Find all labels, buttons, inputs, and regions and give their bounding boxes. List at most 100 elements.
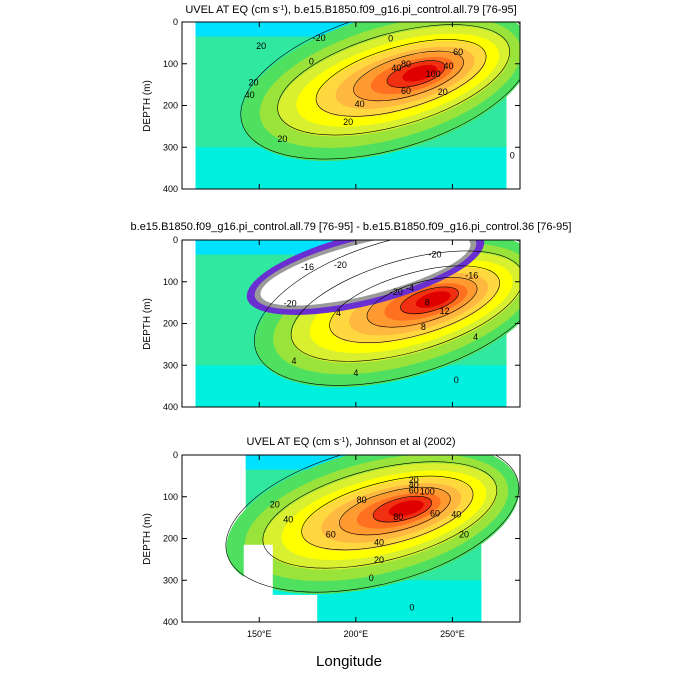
contour-label: 40 <box>283 515 293 525</box>
contour-line <box>301 475 474 551</box>
x-tick-label: 150°E <box>247 629 272 639</box>
contour-line <box>225 455 520 593</box>
contour-label: 8 <box>421 322 426 332</box>
x-tick-label: 200°E <box>344 629 369 639</box>
contour-label: 0 <box>510 151 515 161</box>
field-layer <box>415 291 451 308</box>
y-tick-label: 200 <box>163 534 178 544</box>
contour-label: 4 <box>353 368 358 378</box>
contour-lines <box>240 22 520 160</box>
y-axis-label: DEPTH (m) <box>142 513 153 565</box>
contour-field <box>226 455 520 622</box>
contour-label: 20 <box>343 117 353 127</box>
contour-label: 20 <box>277 134 287 144</box>
y-tick-label: 300 <box>163 142 178 152</box>
contour-label: 40 <box>374 538 384 548</box>
contour-label: 80 <box>357 495 367 505</box>
contour-label: -20 <box>429 250 442 260</box>
mask-region <box>243 594 318 622</box>
contour-label: -20 <box>313 33 326 43</box>
contour-line <box>277 24 510 136</box>
x-axis-ticks <box>258 240 453 407</box>
panel-title: UVEL AT EQ (cm s-1), Johnson et al (2002… <box>246 436 455 448</box>
contour-line <box>372 495 432 523</box>
y-tick-label: 400 <box>163 184 178 194</box>
x-axis-ticks <box>258 22 453 189</box>
contour-label: -4 <box>406 283 414 293</box>
x-axis-label: Longitude <box>316 653 382 670</box>
contour-label: -20 <box>284 298 297 308</box>
y-tick-label: 200 <box>163 101 178 111</box>
contour-label: 0 <box>454 375 459 385</box>
contour-line <box>339 486 451 536</box>
contour-label: 0 <box>309 57 314 67</box>
contour-label: 60 <box>430 508 440 518</box>
y-tick-label: 200 <box>163 319 178 329</box>
contour-label: 8 <box>425 298 430 308</box>
x-tick-labels: 150°E 200°E 250°E <box>247 629 465 639</box>
contour-line <box>240 22 520 160</box>
contour-line <box>386 60 446 88</box>
field-layer <box>260 240 471 306</box>
contour-label: -16 <box>465 270 478 280</box>
contour-line <box>400 286 459 315</box>
contour-label: 4 <box>292 356 297 366</box>
contour-field <box>195 22 520 189</box>
panel-model-difference: b.e15.B1850.f09_g16.pi_control.all.79 [7… <box>131 221 572 412</box>
field-layer <box>402 64 438 82</box>
contour-field <box>195 240 520 407</box>
x-tick-label: 250°E <box>440 629 465 639</box>
y-tick-label: 100 <box>163 277 178 287</box>
contour-line <box>262 461 498 569</box>
y-tick-label: 0 <box>173 235 178 245</box>
contour-label: 40 <box>245 90 255 100</box>
contour-label: 80 <box>393 512 403 522</box>
y-tick-label: 400 <box>163 617 178 627</box>
y-axis-label: DEPTH (m) <box>142 298 153 350</box>
panel-model-uvel: UVEL AT EQ (cm s-1), b.e15.B1850.f09_g16… <box>142 4 521 194</box>
contour-line <box>315 39 487 117</box>
contour-label: 40 <box>409 480 419 490</box>
y-tick-label: 300 <box>163 575 178 585</box>
contour-label: 20 <box>459 529 469 539</box>
contour-label: 100 <box>426 69 441 79</box>
field-layer <box>388 500 424 517</box>
contour-lines <box>254 240 520 386</box>
contour-line <box>254 240 520 386</box>
contour-label: 20 <box>248 78 258 88</box>
y-tick-label: 0 <box>173 17 178 27</box>
contour-line <box>353 50 464 102</box>
panel-title: b.e15.B1850.f09_g16.pi_control.all.79 [7… <box>131 221 572 233</box>
contour-lines <box>225 455 520 593</box>
x-axis-ticks <box>258 455 453 622</box>
contour-label: 0 <box>388 34 393 44</box>
contour-line <box>366 277 478 328</box>
contour-label: 20 <box>256 41 266 51</box>
contour-label: -20 <box>334 260 347 270</box>
contour-label: 60 <box>409 485 419 495</box>
contour-label: 80 <box>401 59 411 69</box>
contour-label: 60 <box>453 47 463 57</box>
contour-label: 12 <box>440 306 450 316</box>
contour-label: -20 <box>390 287 403 297</box>
contour-label: 4 <box>473 332 478 342</box>
contour-label: 40 <box>451 509 461 519</box>
contour-label: 0 <box>369 573 374 583</box>
contour-label: 0 <box>409 602 414 612</box>
contour-line <box>290 250 520 362</box>
contour-label: 20 <box>270 499 280 509</box>
y-tick-label: 400 <box>163 402 178 412</box>
contour-label: 40 <box>444 61 454 71</box>
contour-label: 20 <box>438 87 448 97</box>
panel-title: UVEL AT EQ (cm s-1), b.e15.B1850.f09_g16… <box>185 4 516 16</box>
contour-label: 100 <box>420 487 435 497</box>
contour-label: 20 <box>409 475 419 485</box>
panel-observed-uvel: UVEL AT EQ (cm s-1), Johnson et al (2002… <box>142 436 521 627</box>
contour-line <box>329 265 500 343</box>
contour-label: -16 <box>301 262 314 272</box>
